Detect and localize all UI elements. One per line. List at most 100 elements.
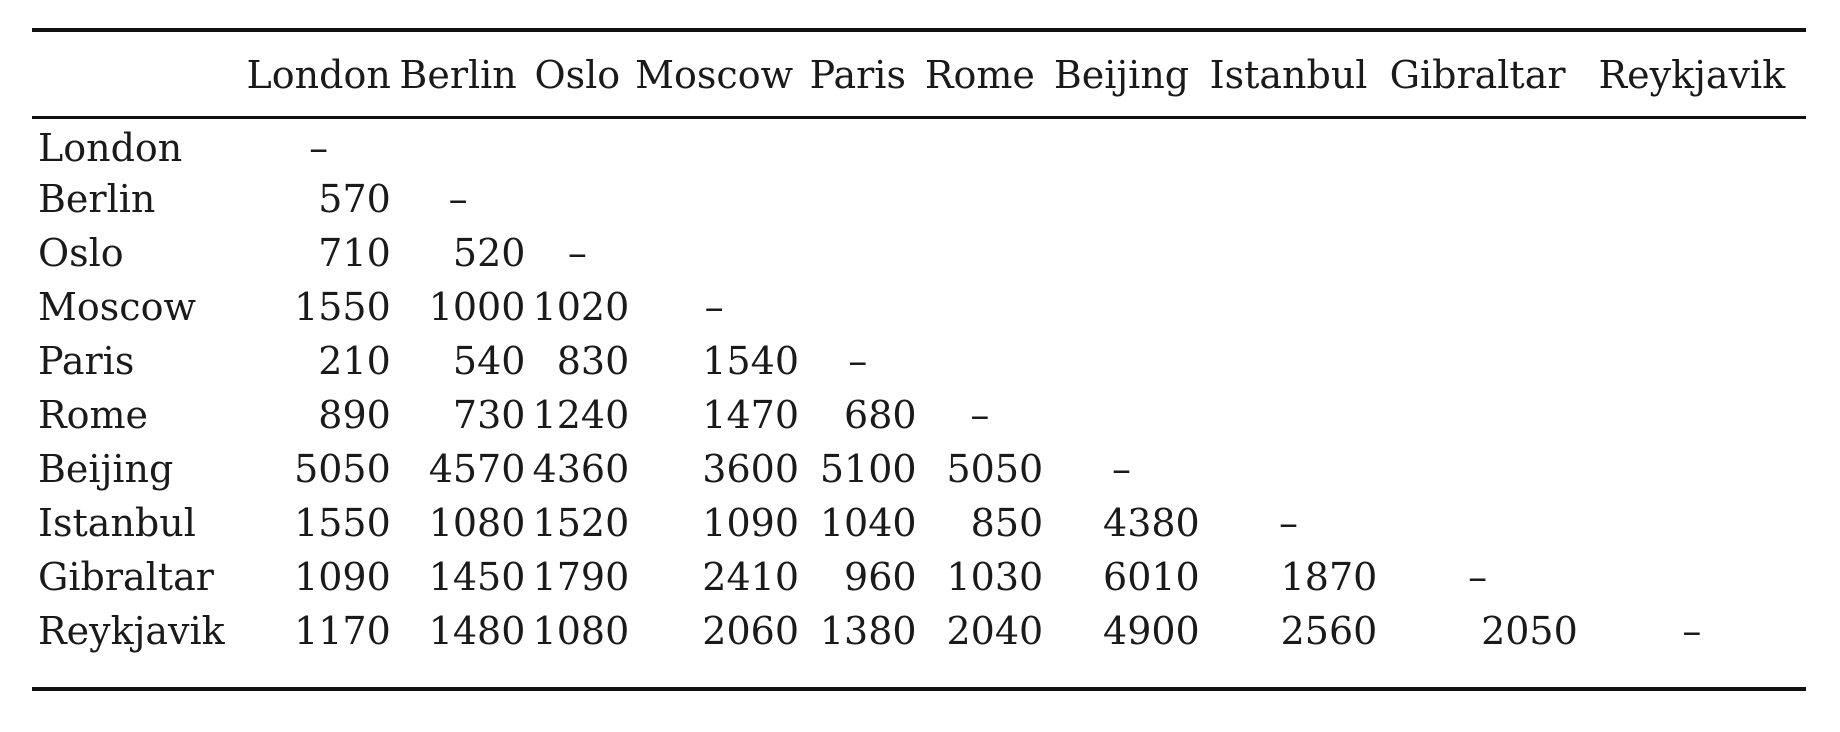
empty-cell [1578, 388, 1806, 442]
empty-cell [1377, 118, 1577, 172]
empty-cell [1578, 496, 1806, 550]
table-row: Paris 210 540 830 1540 – [32, 334, 1806, 388]
row-label: Paris [38, 339, 135, 383]
table-row: Reykjavik 1170 1480 1080 2060 1380 2040 4900 256… [32, 604, 1806, 658]
distance-cell: 1170 [294, 609, 391, 653]
row-label: Istanbul [38, 501, 196, 545]
distance-cell: 1520 [532, 501, 630, 545]
top-rule [32, 28, 1806, 32]
column-header: Gibraltar [1389, 53, 1566, 97]
distance-cell: 710 [318, 231, 391, 275]
table-row: Berlin 570 – [32, 172, 1806, 226]
empty-cell [1377, 334, 1577, 388]
empty-cell [799, 226, 917, 280]
empty-cell [1043, 388, 1200, 442]
diagonal-dash: – [1279, 501, 1299, 545]
empty-cell [917, 280, 1044, 334]
empty-cell [1578, 280, 1806, 334]
empty-cell [629, 226, 799, 280]
table-row: Rome 890 730 1240 1470 680 – [32, 388, 1806, 442]
distance-cell: 2040 [946, 609, 1044, 653]
distance-cell: 1040 [819, 501, 917, 545]
distance-cell: 2410 [702, 555, 800, 599]
distance-cell: 1090 [702, 501, 800, 545]
empty-cell [1200, 172, 1378, 226]
empty-cell [1043, 118, 1200, 172]
distance-cell: 1080 [532, 609, 630, 653]
empty-cell [917, 118, 1044, 172]
empty-cell [1578, 226, 1806, 280]
empty-cell [917, 172, 1044, 226]
empty-cell [1377, 172, 1577, 226]
distance-cell: 1450 [428, 555, 526, 599]
row-label: Reykjavik [38, 609, 225, 653]
empty-cell [917, 334, 1044, 388]
distance-cell: 730 [452, 393, 526, 437]
distance-cell: 1540 [702, 339, 800, 383]
empty-cell [1200, 334, 1378, 388]
empty-cell [1377, 280, 1577, 334]
distance-cell: 5050 [946, 447, 1044, 491]
column-header: Oslo [534, 53, 621, 97]
header-rule [32, 116, 1806, 119]
empty-cell [1043, 172, 1200, 226]
diagonal-dash: – [970, 393, 990, 437]
distance-cell: 890 [318, 393, 391, 437]
diagonal-dash: – [1468, 555, 1488, 599]
column-header: Berlin [399, 53, 517, 97]
diagonal-dash: – [567, 231, 587, 275]
distance-cell: 6010 [1103, 555, 1200, 599]
empty-cell [1200, 118, 1378, 172]
row-label: Berlin [38, 177, 156, 221]
row-label: Rome [38, 393, 149, 437]
diagonal-dash: – [448, 177, 468, 221]
empty-cell [1377, 442, 1577, 496]
column-header: Beijing [1053, 53, 1190, 97]
empty-cell [1578, 172, 1806, 226]
distance-cell: 1020 [532, 285, 630, 329]
empty-cell [1578, 442, 1806, 496]
row-label: Beijing [38, 447, 174, 491]
empty-cell [799, 118, 917, 172]
distance-cell: 1000 [428, 285, 526, 329]
empty-cell [917, 226, 1044, 280]
table-body: London – Berlin 570– Oslo 710 520– Moscow 1550 10… [32, 118, 1806, 658]
distance-cell: 830 [556, 339, 630, 383]
empty-cell [1043, 226, 1200, 280]
column-header: London [246, 53, 391, 97]
distance-cell: 5050 [294, 447, 391, 491]
distance-cell: 5100 [819, 447, 917, 491]
distance-cell: 520 [452, 231, 526, 275]
empty-cell [1377, 388, 1577, 442]
empty-cell [1043, 280, 1200, 334]
row-label: Oslo [38, 231, 124, 275]
distance-cell: 2060 [702, 609, 800, 653]
empty-cell [1200, 388, 1378, 442]
corner-cell [32, 32, 247, 118]
empty-cell [525, 172, 629, 226]
distance-cell: 1550 [294, 501, 391, 545]
empty-cell [799, 172, 917, 226]
table-row: Oslo 710 520– [32, 226, 1806, 280]
distance-cell: 570 [318, 177, 391, 221]
diagonal-dash: – [848, 339, 868, 383]
distance-cell: 1080 [428, 501, 526, 545]
empty-cell [1043, 334, 1200, 388]
column-header: Reykjavik [1598, 53, 1786, 97]
distance-cell: 1380 [819, 609, 917, 653]
distance-cell: 1870 [1280, 555, 1378, 599]
row-label: Gibraltar [38, 555, 214, 599]
distance-cell: 680 [844, 393, 917, 437]
distance-cell: 960 [844, 555, 917, 599]
distance-cell: 1470 [702, 393, 800, 437]
empty-cell [1578, 118, 1806, 172]
distance-cell: 1240 [532, 393, 630, 437]
distance-cell: 4380 [1103, 501, 1200, 545]
empty-cell [1578, 334, 1806, 388]
empty-cell [1377, 226, 1577, 280]
bottom-rule [32, 687, 1806, 691]
column-header: Moscow [635, 53, 794, 97]
distance-cell: 1480 [428, 609, 526, 653]
distance-cell: 1790 [532, 555, 630, 599]
